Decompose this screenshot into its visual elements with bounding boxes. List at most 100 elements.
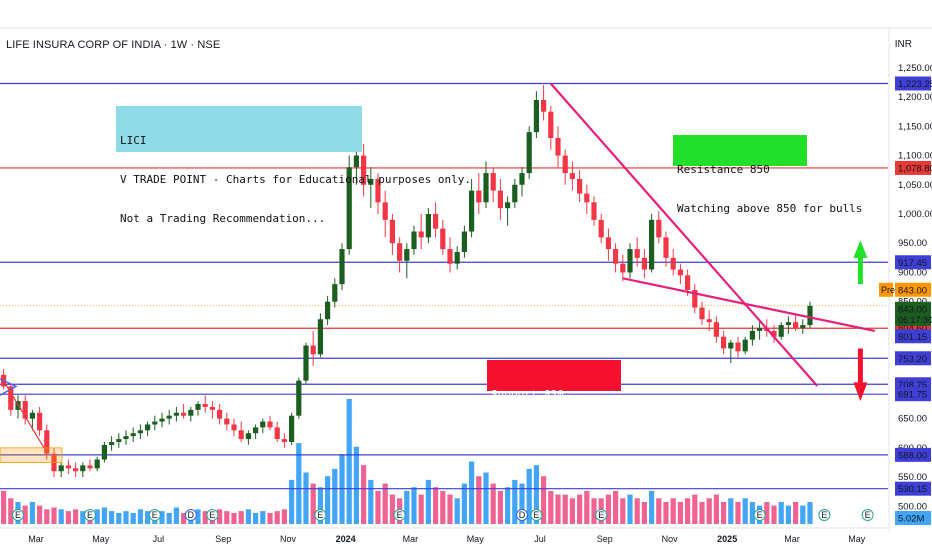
candle-body (361, 155, 367, 185)
volume-bar (296, 443, 302, 524)
y-tick-label: 1,200.00 (898, 92, 932, 103)
level-tag (895, 481, 931, 496)
candle-body (253, 427, 259, 434)
volume-bar (181, 512, 187, 524)
candle-body (411, 231, 417, 250)
volume-bar (713, 494, 719, 524)
volume-bar (1, 490, 7, 524)
volume-bar (8, 498, 14, 524)
candle-body (94, 459, 100, 469)
event-letter: D (188, 510, 195, 520)
time-axis: Mar May Jul Sep Nov 2024 Mar May Jul Sep Nov 2025 Ma… (0, 527, 888, 544)
volume-bar (137, 509, 143, 524)
volume-bar (361, 465, 367, 524)
candle-body (8, 386, 14, 410)
candle-body (469, 190, 475, 232)
level-tag-text: 753.20 (898, 354, 927, 365)
volume-bar (483, 472, 489, 524)
volume-bar (656, 498, 662, 524)
volume-bar (497, 490, 503, 524)
info-annotation[interactable]: LICI V TRADE POINT - Charts for Educatio… (116, 106, 471, 225)
volume-bar (526, 468, 532, 524)
volume-bar (58, 509, 64, 524)
x-tick-label: Mar (28, 534, 44, 544)
event-marker (84, 509, 96, 521)
resistance-line-2: Watching above 850 for bulls (677, 202, 863, 215)
candle-body (728, 342, 734, 349)
volume-bar (51, 507, 57, 524)
candle-body (497, 190, 503, 209)
volume-bar (238, 511, 244, 524)
volume-bar (289, 479, 295, 524)
volume-bar (735, 501, 741, 524)
volume-bar (440, 490, 446, 524)
horizontal-levels (0, 82, 888, 490)
volume-bar (245, 509, 251, 524)
price-tag-801 (895, 329, 931, 344)
range-box (0, 447, 63, 463)
direction-arrows (853, 240, 868, 402)
event-marker (861, 509, 874, 521)
candle-body (87, 465, 93, 469)
candle-body (548, 111, 554, 138)
volume-bar (728, 498, 734, 524)
candle-body (310, 345, 316, 355)
resistance-annotation[interactable]: Resistance 850 Watching above 850 for bu… (673, 135, 862, 215)
volume-bar (461, 483, 467, 524)
candle-body (181, 412, 187, 416)
event-letter: E (598, 510, 604, 520)
level-tag-text: 804.60 (898, 324, 927, 335)
candle-body (397, 243, 403, 261)
x-tick-label: 2025 (717, 534, 737, 544)
volume-bar (771, 505, 777, 524)
volume-bar (224, 511, 230, 524)
volume-bar (274, 511, 280, 524)
candle-body (771, 330, 777, 337)
candle-body (447, 249, 453, 264)
candle-body (44, 430, 50, 454)
volume-bar (512, 479, 518, 524)
level-tag-text: 588.00 (898, 450, 927, 461)
volume-bar (368, 479, 374, 524)
event-letter: E (865, 510, 871, 520)
volume-tag-text: 5.02M (898, 514, 924, 525)
candle-body (562, 155, 568, 174)
event-marker (12, 509, 24, 521)
last-price-tag (895, 301, 931, 326)
candle-body (116, 439, 122, 442)
candle-body (217, 409, 223, 419)
level-tag (895, 387, 931, 402)
volume-bar (677, 501, 683, 524)
volume-bar (490, 483, 496, 524)
candle-body (670, 257, 676, 270)
volume-bars (1, 399, 813, 524)
candle-body (382, 202, 388, 220)
candle-body (245, 433, 251, 440)
level-tag (895, 447, 931, 462)
volume-bar (721, 501, 727, 524)
volume-bar (94, 509, 100, 524)
volume-bar (217, 509, 223, 524)
candle-body (159, 418, 165, 422)
volume-bar (145, 511, 151, 524)
volume-bar (65, 511, 71, 524)
volume-bar (29, 501, 35, 524)
volume-bar (425, 479, 431, 524)
support-annotation[interactable]: Support 830 Watching below 828 for bears (487, 360, 676, 440)
candle-body (209, 406, 215, 410)
candle-body (339, 249, 345, 285)
event-marker (206, 509, 219, 521)
candle-body (145, 424, 151, 431)
volume-bar (231, 512, 237, 524)
volume-bar (692, 494, 698, 524)
candle-body (757, 328, 763, 331)
volume-bar (469, 461, 475, 524)
y-tick-label: 1,000.00 (898, 209, 932, 220)
candle-body (613, 249, 619, 264)
candle-body (605, 237, 611, 250)
volume-bar (685, 498, 691, 524)
volume-bar (80, 511, 86, 524)
y-tick-label: 950.00 (898, 238, 927, 249)
event-marker (184, 509, 197, 521)
